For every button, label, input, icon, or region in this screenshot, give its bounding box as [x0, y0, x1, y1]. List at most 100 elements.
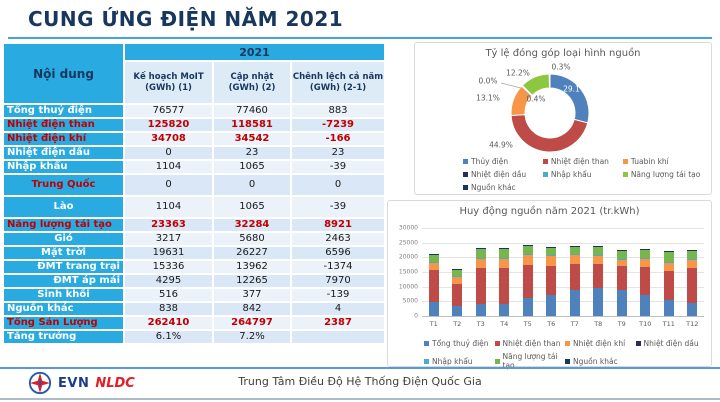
row-label: Tăng trưởng: [4, 331, 123, 343]
row-value: 34708: [125, 133, 212, 145]
row-label: Sinh khối: [4, 289, 123, 301]
row-value: -7239: [292, 119, 384, 131]
x-axis-line: [422, 316, 704, 317]
row-label: Lào: [4, 197, 123, 217]
row-value: 118581: [214, 119, 290, 131]
bar-segment: [663, 271, 674, 300]
bar-segment: [452, 305, 463, 316]
row-value: -39: [292, 161, 384, 173]
row-value: 5680: [214, 233, 290, 245]
x-axis-tick: T5: [523, 320, 532, 328]
bar-segment: [663, 251, 674, 262]
row-label: Nhiệt điện dầu: [4, 147, 123, 159]
y-axis-tick: 20000: [398, 253, 418, 261]
bar-segment: [499, 303, 510, 316]
row-label: Tổng thuỷ điện: [4, 105, 123, 117]
donut-value-label: 0.3%: [551, 62, 571, 72]
row-value: 1104: [125, 197, 212, 217]
x-axis-tick: T2: [453, 320, 462, 328]
table-row: Nhập khẩu 1104 1065 -39: [4, 161, 386, 173]
row-value: 838: [125, 303, 212, 315]
donut-value-label: 0.0%: [478, 76, 498, 86]
bar-segment: [569, 263, 580, 290]
legend-swatch-icon: [565, 341, 570, 346]
table-row: Gió 3217 5680 2463: [4, 233, 386, 245]
bar-legend-item: Nhiệt điện dầu: [635, 339, 707, 348]
logo-text-nldc: NLDC: [95, 375, 135, 391]
row-value: 262410: [125, 317, 212, 329]
table-row: Trung Quốc 0 0 0: [4, 175, 386, 195]
row-label: ĐMT áp mái: [4, 275, 123, 287]
y-axis-tick: 25000: [398, 239, 418, 247]
legend-label: Nguồn khác: [573, 356, 618, 366]
gridline: [422, 301, 704, 303]
row-value: 842: [214, 303, 290, 315]
table-row: Nhiệt điện khí 34708 34542 -166: [4, 133, 386, 145]
bar-segment: [546, 255, 557, 266]
row-label: Mặt trời: [4, 247, 123, 259]
legend-label: Nguồn khác: [471, 183, 516, 192]
x-axis-tick: T9: [617, 320, 626, 328]
donut-value-label: 0.4%: [526, 94, 546, 104]
evn-nldc-logo: EVN NLDC: [28, 371, 135, 395]
bar-legend-item: Nhiệt điện than: [494, 339, 566, 348]
bar-segment: [452, 283, 463, 306]
donut-value-label: 13.1%: [476, 93, 500, 103]
y-axis-tick: 15000: [398, 268, 418, 276]
bar-segment: [522, 298, 533, 316]
gridline: [422, 242, 704, 244]
footer-bottom-divider: [0, 398, 720, 400]
legend-swatch-icon: [635, 341, 641, 346]
legend-label: Thủy điện: [471, 157, 509, 166]
row-value: -1374: [292, 261, 384, 273]
row-value: 26227: [214, 247, 290, 259]
legend-swatch-icon: [494, 341, 500, 346]
legend-label: Nhập khẩu: [550, 170, 592, 179]
donut-legend-item: Nhiệt điện than: [542, 157, 623, 166]
row-value: 0: [214, 175, 290, 195]
table-body: Tổng thuỷ điện 76577 77460 883 Nhiệt điện th…: [4, 105, 386, 343]
label-leader-line: [500, 82, 522, 89]
bar-segment: [569, 245, 580, 255]
row-label: ĐMT trang trại: [4, 261, 123, 273]
row-value: 2387: [292, 317, 384, 329]
legend-swatch-icon: [424, 358, 429, 364]
bar-segment: [522, 264, 533, 299]
legend-swatch-icon: [424, 341, 429, 346]
bar-segment: [569, 289, 580, 316]
row-value: 516: [125, 289, 212, 301]
bar-segment: [475, 248, 486, 259]
donut-legend-item: Thủy điện: [463, 157, 543, 166]
logo-text-evn: EVN: [58, 375, 90, 391]
row-value: 23: [292, 147, 384, 159]
donut-value-label: 44.9%: [489, 140, 513, 150]
legend-label: Tổng thuỷ điện: [432, 339, 489, 348]
donut-slice-1: [549, 73, 590, 124]
table-row: Mặt trời 19631 26227 6596: [4, 247, 386, 259]
row-label: Năng lượng tái tạo: [4, 219, 123, 231]
bar-segment: [593, 255, 604, 265]
table-row: Lào 1104 1065 -39: [4, 197, 386, 217]
bar-segment: [593, 246, 604, 256]
gridline: [422, 286, 704, 288]
y-axis-tick: 10000: [398, 283, 418, 291]
bar-segment: [546, 265, 557, 296]
row-value: 76577: [125, 105, 212, 117]
bar-legend-item: Nhiệt điện khí: [565, 339, 636, 348]
legend-label: Năng lượng tái tạo: [502, 352, 558, 370]
table-col-header-diff: Chênh lệch cả năm (GWh) (2-1): [292, 62, 384, 103]
label-leader-line: [521, 90, 532, 97]
row-value: 883: [292, 105, 384, 117]
y-axis-tick: 5000: [402, 297, 418, 305]
row-value: -166: [292, 133, 384, 145]
bar-chart-card: Huy động nguồn năm 2021 (tr.kWh) 0 5000 10…: [387, 200, 712, 370]
row-value: 264797: [214, 317, 290, 329]
legend-swatch-icon: [463, 185, 468, 190]
table-row: Nhiệt điện dầu 0 23 23: [4, 147, 386, 159]
table-col-header-plan: Kế hoạch MoIT (GWh) (1): [125, 62, 212, 103]
row-value: 6.1%: [125, 331, 212, 343]
row-value: -39: [292, 197, 384, 217]
legend-label: Nhiệt điện than: [502, 339, 561, 348]
legend-label: Nhiệt điện dầu: [471, 170, 527, 179]
row-label: Gió: [4, 233, 123, 245]
